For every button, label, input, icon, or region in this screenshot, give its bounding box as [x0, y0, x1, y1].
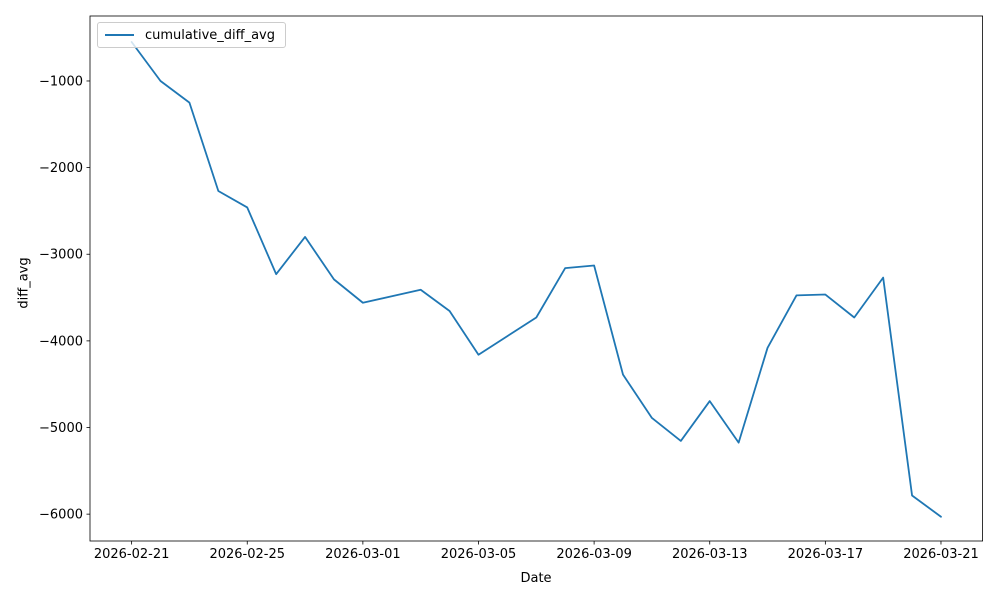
x-tick-label: 2026-02-25 — [209, 547, 285, 562]
x-tick-label: 2026-03-13 — [672, 547, 748, 562]
x-tick-label: 2026-03-01 — [325, 547, 401, 562]
axes-spines — [89, 15, 983, 542]
y-axis-label: diff_avg — [16, 257, 32, 309]
y-tick-label: −6000 — [39, 508, 83, 523]
y-tick-label: −4000 — [39, 334, 83, 349]
legend-line-sample-icon — [105, 34, 134, 36]
x-tick-label: 2026-02-21 — [94, 547, 170, 562]
y-tick-label: −2000 — [39, 161, 83, 176]
y-tick-label: −3000 — [39, 248, 83, 263]
y-tick-label: −5000 — [39, 421, 83, 436]
x-axis-label: Date — [520, 571, 552, 586]
legend-label: cumulative_diff_avg — [145, 27, 275, 43]
y-tick-label: −1000 — [39, 74, 83, 89]
data-series-line — [130, 41, 942, 518]
x-tick-label: 2026-03-09 — [556, 547, 632, 562]
x-tick-label: 2026-03-05 — [441, 547, 517, 562]
x-tick-label: 2026-03-21 — [903, 547, 979, 562]
legend[interactable]: cumulative_diff_avg — [97, 22, 286, 48]
x-tick-label: 2026-03-17 — [788, 547, 864, 562]
